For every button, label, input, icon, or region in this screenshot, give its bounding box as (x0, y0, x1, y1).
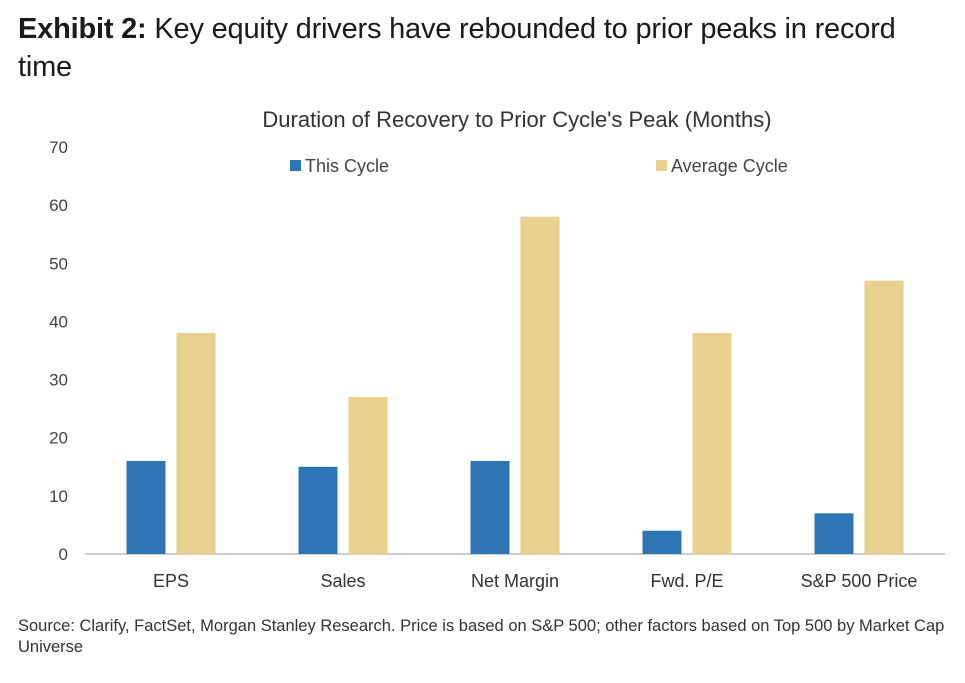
bar-this-cycle (126, 460, 166, 554)
bar-average-cycle (692, 333, 732, 554)
legend: This Cycle Average Cycle (290, 156, 788, 176)
chart-title: Duration of Recovery to Prior Cycle's Pe… (262, 107, 771, 132)
y-tick-label: 50 (49, 254, 68, 273)
bar-average-cycle (864, 280, 904, 554)
exhibit-headline: Key equity drivers have rebounded to pri… (18, 13, 896, 83)
exhibit-title: Exhibit 2: Key equity drivers have rebou… (18, 10, 948, 86)
bar-this-cycle (642, 530, 682, 554)
bar-average-cycle (348, 397, 388, 554)
bar-average-cycle (520, 216, 560, 554)
x-tick-label: Net Margin (471, 571, 559, 591)
source-note: Source: Clarify, FactSet, Morgan Stanley… (18, 617, 945, 656)
bar-this-cycle (814, 513, 854, 554)
y-tick-label: 10 (49, 487, 68, 506)
y-tick-label: 40 (49, 312, 68, 331)
x-tick-label: Sales (320, 571, 365, 591)
bar-average-cycle (176, 333, 216, 554)
x-axis: EPS Sales Net Margin Fwd. P/E S&P 500 Price (153, 571, 917, 591)
y-axis: 0 10 20 30 40 50 60 70 (49, 138, 68, 564)
exhibit-label: Exhibit 2: (18, 13, 147, 45)
bar-this-cycle (470, 460, 510, 554)
y-tick-label: 60 (49, 196, 68, 215)
legend-label: This Cycle (305, 156, 389, 176)
y-tick-label: 30 (49, 371, 68, 390)
y-tick-label: 0 (59, 545, 68, 564)
y-tick-label: 20 (49, 429, 68, 448)
legend-swatch (656, 160, 667, 171)
bars-group (126, 216, 904, 554)
legend-swatch (290, 160, 301, 171)
x-tick-label: Fwd. P/E (650, 571, 723, 591)
x-tick-label: EPS (153, 571, 189, 591)
legend-label: Average Cycle (671, 156, 788, 176)
bar-this-cycle (298, 466, 338, 554)
x-tick-label: S&P 500 Price (801, 571, 918, 591)
y-tick-label: 70 (49, 138, 68, 157)
